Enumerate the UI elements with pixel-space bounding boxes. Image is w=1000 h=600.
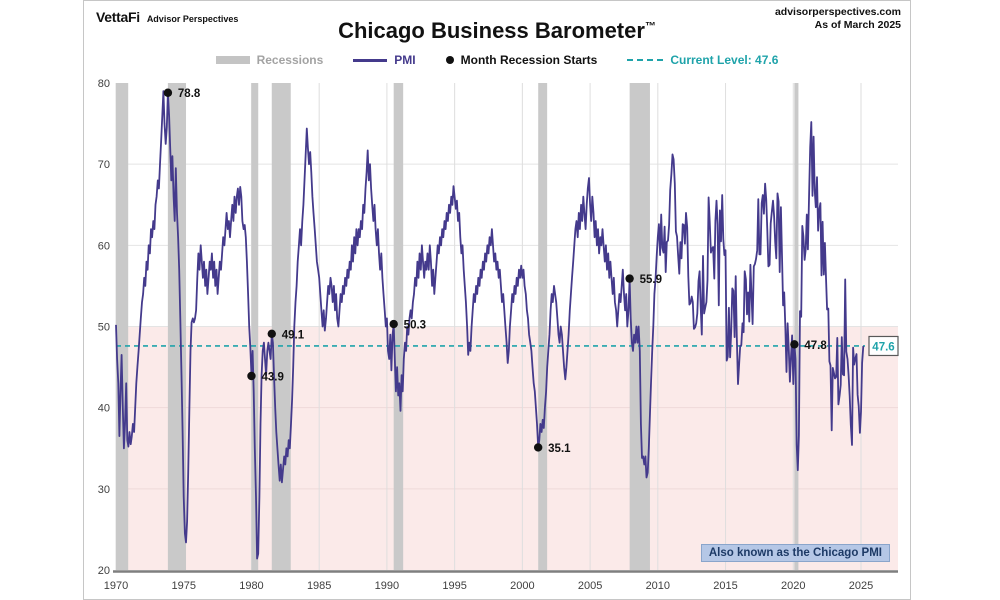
x-tick-label: 2025 (849, 580, 873, 592)
chart-canvas: 78.8 43.9 49.1 50.3 35.1 55.9 47.8 47.6 1970 1975… (98, 78, 899, 592)
chicago-pmi-badge: Also known as the Chicago PMI (700, 544, 890, 562)
y-tick-label: 50 (98, 322, 110, 334)
y-tick-label: 60 (98, 240, 110, 252)
y-tick-label: 30 (98, 484, 110, 496)
pmi-line (115, 90, 865, 560)
legend-label-recession-starts: Month Recession Starts (460, 53, 598, 67)
recession-band (794, 83, 799, 570)
legend-label-current-level: Current Level: 47.6 (670, 53, 779, 67)
legend-label-pmi: PMI (394, 53, 416, 67)
legend-label-recessions: Recessions (256, 53, 324, 67)
x-tick-label: 1995 (442, 580, 466, 592)
brand: VettaFi Advisor Perspectives (96, 9, 238, 25)
chart-card: 78.8 43.9 49.1 50.3 35.1 55.9 47.8 47.6 1970 1975… (83, 0, 911, 600)
below-50-region (116, 326, 898, 570)
recession-start-label: 35.1 (548, 443, 571, 455)
x-tick-label: 1980 (239, 580, 263, 592)
recession-band (167, 83, 187, 570)
legend-item-recessions: Recessions (215, 53, 324, 67)
recession-start-dot (163, 88, 173, 97)
source-block: advisorperspectives.com As of March 2025 (775, 6, 901, 32)
recession-start-dot (267, 329, 276, 339)
recession-band (393, 83, 404, 570)
recession-swatch-icon (215, 56, 250, 64)
y-tick-label: 80 (98, 78, 110, 90)
legend-item-current-level: Current Level: 47.6 (627, 53, 778, 67)
y-tick-label: 70 (98, 159, 110, 171)
recession-band (538, 83, 548, 570)
source-url: advisorperspectives.com (774, 6, 901, 18)
recession-band (271, 83, 291, 570)
current-level-dash-icon (627, 59, 664, 61)
as-of-date: As of March 2025 (814, 19, 901, 32)
y-tick-label: 20 (98, 565, 110, 577)
recession-start-label: 78.8 (178, 88, 201, 100)
x-tick-label: 2020 (781, 580, 805, 592)
x-tick-label: 2005 (578, 580, 602, 592)
recession-start-dot-icon (445, 56, 454, 64)
recession-start-label: 50.3 (404, 320, 426, 332)
x-tick-label: 1990 (375, 580, 399, 592)
x-tick-label: 2010 (646, 580, 670, 592)
legend-item-pmi: PMI (353, 53, 416, 67)
legend: Recessions PMI Month Recession Starts Cu… (84, 53, 910, 67)
y-tick-label: 40 (98, 403, 110, 415)
recession-start-dot (247, 371, 256, 381)
recession-start-dot (389, 319, 398, 329)
current-level-value: 47.6 (872, 341, 894, 353)
recession-start-label: 49.1 (282, 329, 305, 341)
recession-band (251, 83, 259, 570)
x-tick-label: 1970 (104, 580, 128, 592)
x-tick-label: 1975 (171, 580, 195, 592)
recession-start-dot (625, 274, 634, 283)
recession-start-label: 47.8 (804, 340, 827, 352)
vettafi-logo: VettaFi (96, 9, 140, 25)
brand-subtitle: Advisor Perspectives (146, 14, 239, 24)
page-title: Chicago Business Barometer™ (84, 18, 910, 44)
title-text: Chicago Business Barometer (338, 18, 645, 43)
x-tick-label: 1985 (307, 580, 331, 592)
recession-band (629, 83, 650, 570)
recession-start-label: 43.9 (261, 372, 283, 384)
recession-start-label: 55.9 (640, 274, 662, 286)
x-tick-label: 2015 (713, 580, 737, 592)
trademark-symbol: ™ (644, 20, 656, 33)
recession-band (116, 83, 129, 570)
recession-start-dot (533, 443, 543, 452)
recession-start-dot (790, 340, 799, 349)
pmi-line-swatch-icon (353, 58, 388, 62)
current-level-box (868, 335, 899, 357)
x-tick-label: 2000 (510, 580, 534, 592)
legend-item-recession-starts: Month Recession Starts (445, 53, 598, 67)
